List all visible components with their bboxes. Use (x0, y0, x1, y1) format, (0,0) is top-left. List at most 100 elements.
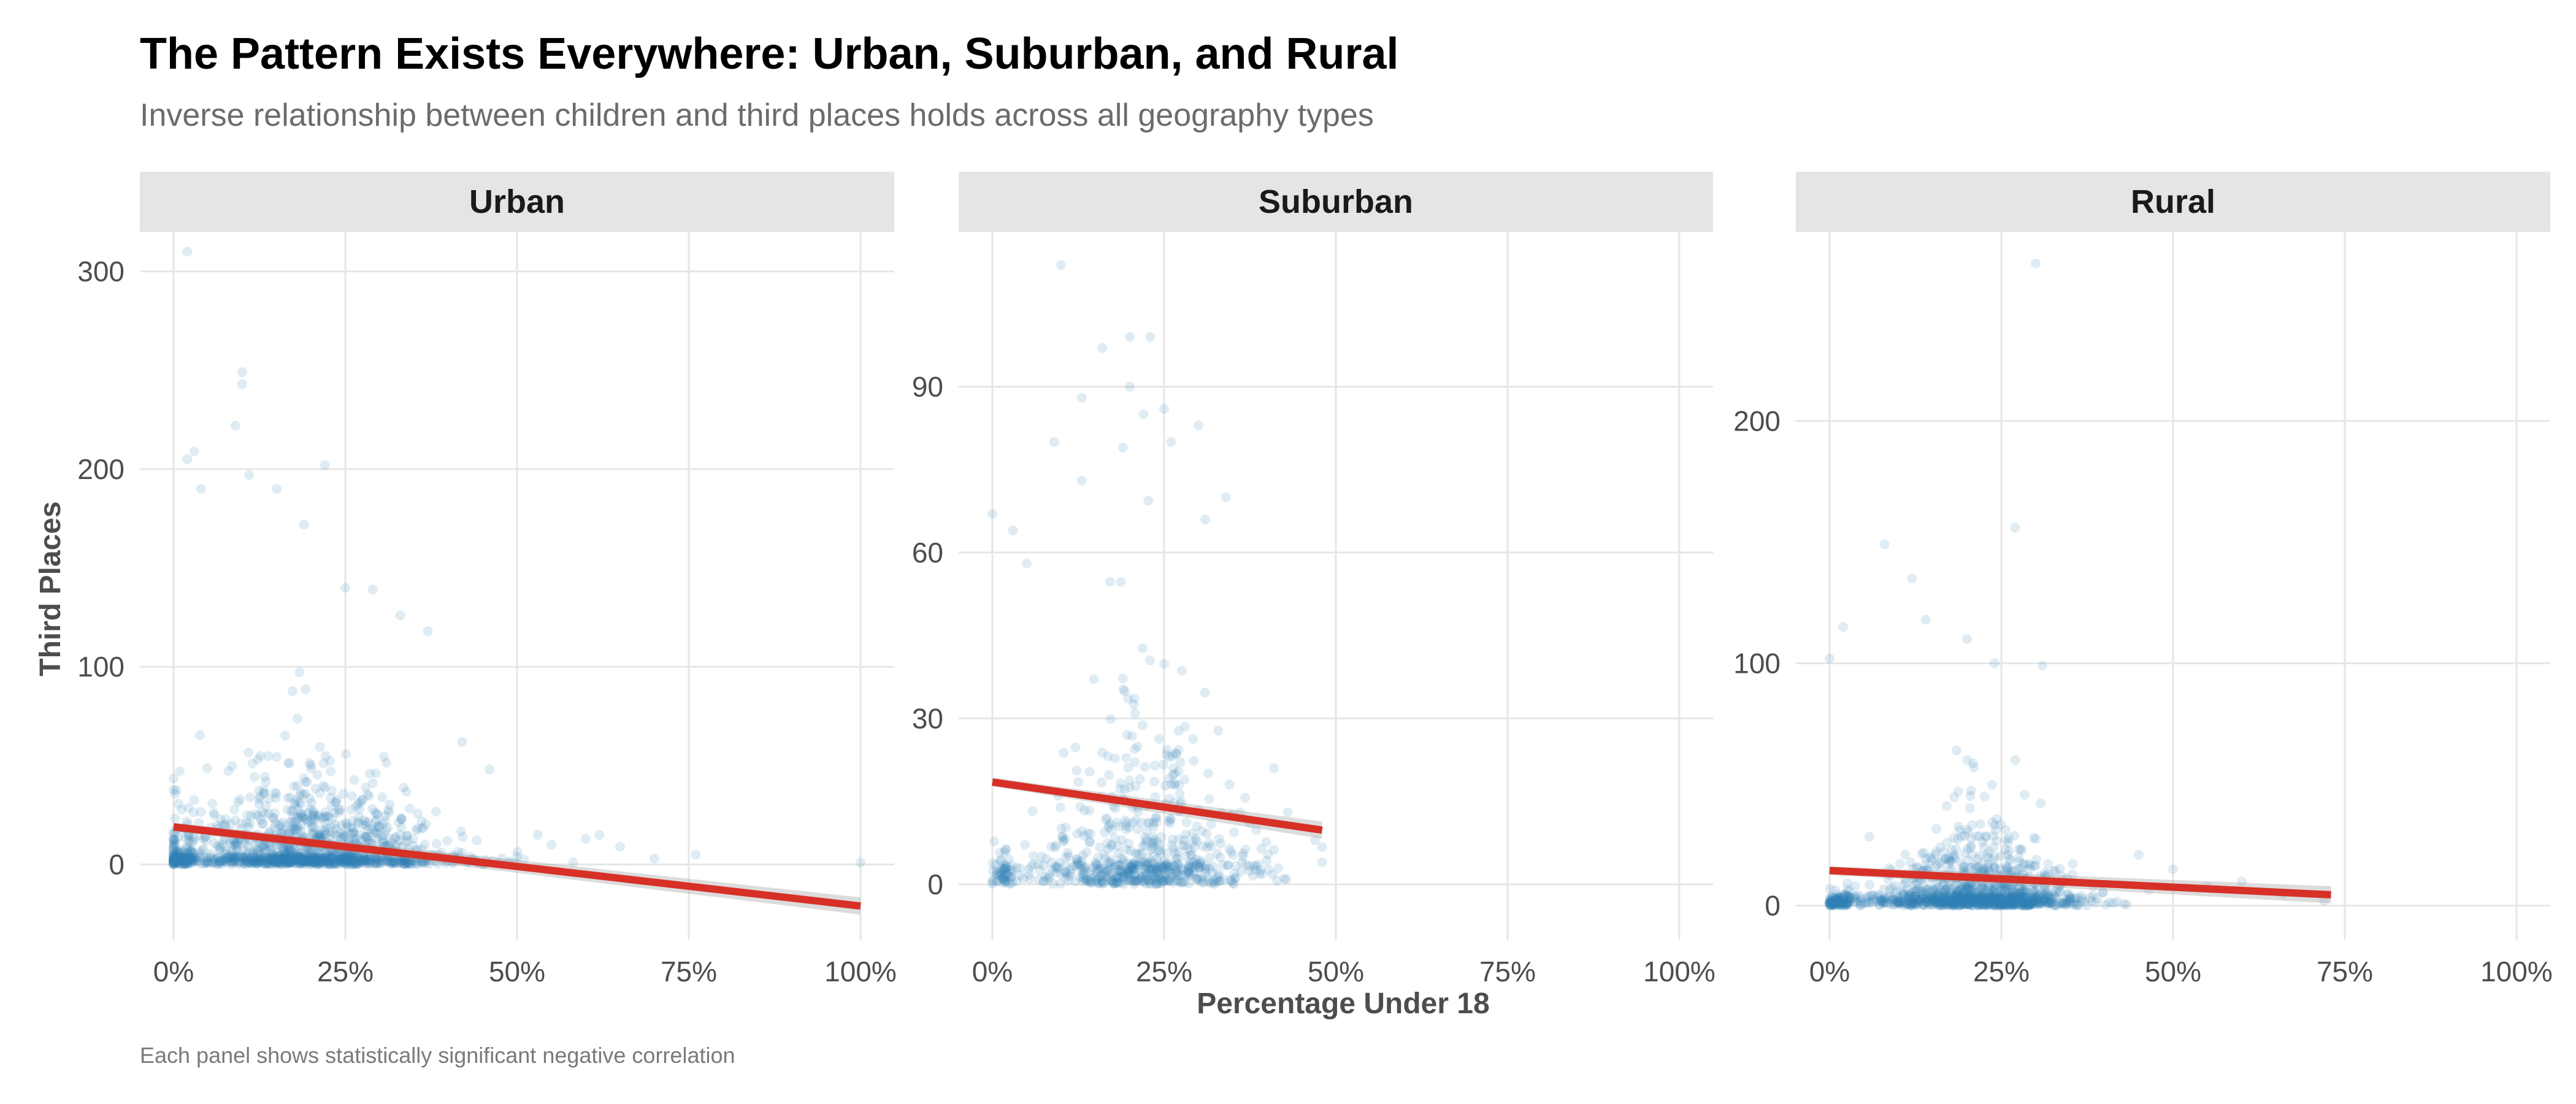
data-point (1244, 861, 1254, 872)
data-point (180, 857, 190, 868)
data-point (1129, 879, 1140, 889)
data-point (264, 809, 274, 819)
data-point (296, 856, 307, 867)
data-point (1192, 875, 1203, 884)
data-point (1149, 858, 1159, 868)
data-point (1907, 573, 1917, 584)
data-point (301, 856, 311, 866)
data-point (1218, 860, 1228, 870)
data-point (1061, 852, 1071, 862)
data-point (2050, 865, 2060, 876)
data-point (1191, 854, 1201, 865)
data-point (1184, 867, 1194, 877)
data-point (291, 850, 302, 861)
data-point (1134, 849, 1144, 859)
data-point (1134, 857, 1144, 867)
data-point (1057, 831, 1068, 841)
data-point (341, 855, 351, 865)
data-point (1187, 828, 1198, 838)
data-point (1073, 860, 1083, 870)
data-point (2112, 897, 2122, 907)
data-point (181, 843, 191, 853)
data-point (343, 854, 354, 865)
data-point (431, 838, 442, 849)
data-point (294, 667, 305, 678)
data-point (1130, 857, 1141, 868)
data-point (2037, 897, 2048, 907)
data-point (1072, 857, 1083, 868)
data-point (1943, 897, 1953, 908)
data-point (347, 856, 358, 866)
data-point (2077, 891, 2087, 902)
data-point (351, 851, 361, 862)
data-point (315, 854, 326, 864)
data-point (1180, 840, 1190, 851)
data-point (323, 811, 333, 822)
data-point (169, 853, 178, 864)
data-point (288, 811, 298, 821)
data-point (289, 821, 300, 831)
data-point (2023, 895, 2033, 905)
data-point (1200, 863, 1210, 873)
data-point (372, 853, 382, 864)
facet-strip (959, 172, 1713, 232)
data-point (212, 841, 223, 851)
data-point (1130, 869, 1140, 880)
data-point (286, 849, 297, 860)
data-point (1137, 872, 1148, 882)
data-point (326, 854, 336, 864)
data-point (227, 857, 237, 868)
data-point (286, 851, 296, 861)
data-point (169, 854, 178, 865)
facet-label: Urban (469, 183, 565, 220)
data-point (1167, 834, 1178, 845)
data-point (178, 857, 188, 868)
data-point (1143, 853, 1153, 863)
data-point (1093, 864, 1103, 875)
data-point (1172, 863, 1183, 873)
data-point (343, 856, 354, 866)
data-point (1011, 876, 1022, 886)
data-point (1055, 878, 1065, 889)
data-point (326, 852, 336, 862)
data-point (261, 853, 272, 863)
data-point (2014, 893, 2024, 903)
data-point (321, 853, 332, 863)
data-point (1110, 862, 1121, 872)
data-point (1148, 841, 1158, 851)
data-point (1006, 861, 1017, 871)
data-point (1931, 824, 1942, 834)
data-point (1127, 876, 1138, 886)
data-point (385, 799, 395, 810)
data-point (345, 856, 355, 866)
data-point (1041, 854, 1051, 864)
data-point (2005, 884, 2015, 894)
data-point (1208, 876, 1218, 886)
data-point (276, 859, 286, 869)
data-point (1212, 849, 1222, 859)
data-point (311, 847, 321, 857)
data-point (1184, 866, 1195, 876)
data-point (307, 822, 317, 833)
data-point (305, 856, 315, 867)
data-point (324, 859, 334, 870)
data-point (281, 857, 291, 867)
data-point (169, 856, 178, 867)
data-point (1939, 892, 1950, 903)
data-point (182, 859, 193, 869)
data-point (346, 805, 356, 815)
data-point (280, 854, 291, 865)
data-point (247, 858, 257, 868)
data-point (1223, 860, 1233, 870)
data-point (311, 856, 321, 866)
data-point (283, 843, 294, 854)
data-point (1163, 866, 1173, 876)
data-point (335, 857, 346, 867)
data-point (282, 857, 293, 868)
data-point (227, 853, 237, 863)
data-point (1173, 780, 1184, 791)
data-point (237, 853, 248, 863)
data-point (1137, 848, 1147, 859)
data-point (1956, 891, 1966, 902)
data-point (371, 858, 381, 868)
